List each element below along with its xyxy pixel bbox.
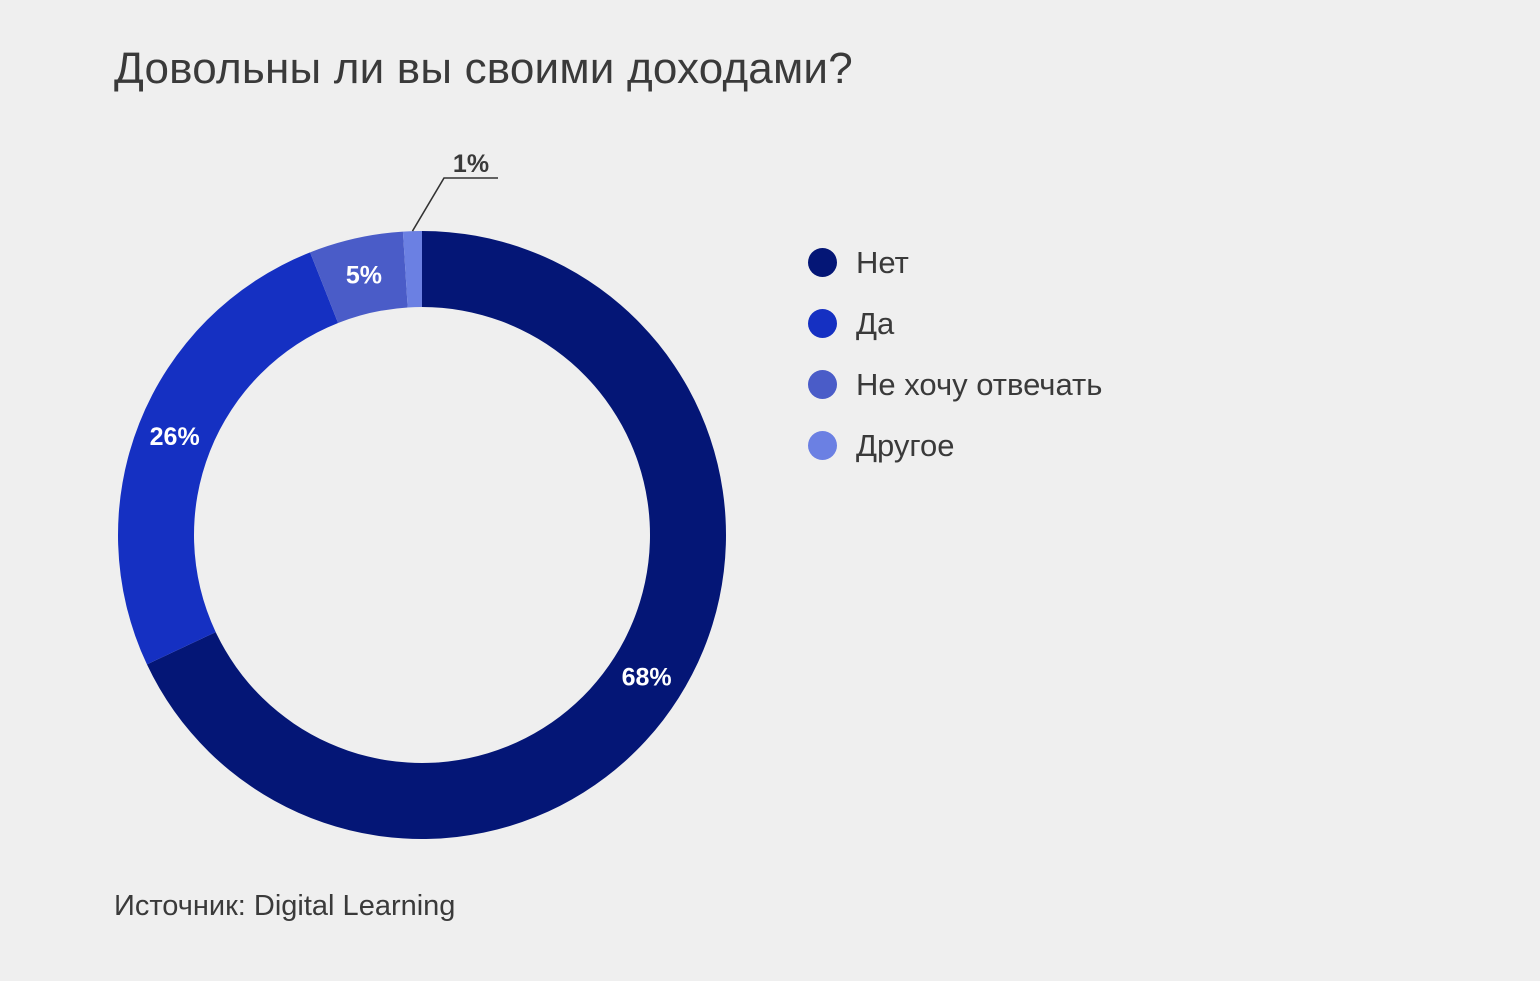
legend-item-other: Другое (808, 415, 1102, 476)
value-label-net: 68% (622, 664, 672, 692)
slice-other (402, 231, 422, 308)
value-label-other: 1% (453, 150, 489, 178)
callout-line-other (411, 177, 498, 232)
legend: Нет Да Не хочу отвечать Другое (808, 232, 1102, 476)
donut-labels: 68% 26% 5% 1% (150, 150, 672, 692)
legend-dot-da (808, 309, 837, 338)
slice-da (117, 252, 339, 665)
legend-item-net: Нет (808, 232, 1102, 293)
legend-item-da: Да (808, 293, 1102, 354)
slice-no-answer (310, 231, 408, 324)
legend-label-no-answer: Не хочу отвечать (856, 366, 1103, 402)
value-label-no-answer: 5% (346, 261, 382, 289)
legend-label-other: Другое (856, 427, 955, 463)
legend-label-net: Нет (856, 244, 909, 280)
source-note: Источник: Digital Learning (114, 890, 456, 922)
chart-title: Довольны ли вы своими доходами? (114, 44, 853, 93)
value-label-da: 26% (150, 423, 200, 451)
legend-dot-no-answer (808, 370, 837, 399)
legend-dot-other (808, 431, 837, 460)
legend-label-da: Да (856, 305, 895, 341)
donut-slices (117, 231, 727, 840)
legend-item-no-answer: Не хочу отвечать (808, 354, 1102, 415)
legend-dot-net (808, 248, 837, 277)
